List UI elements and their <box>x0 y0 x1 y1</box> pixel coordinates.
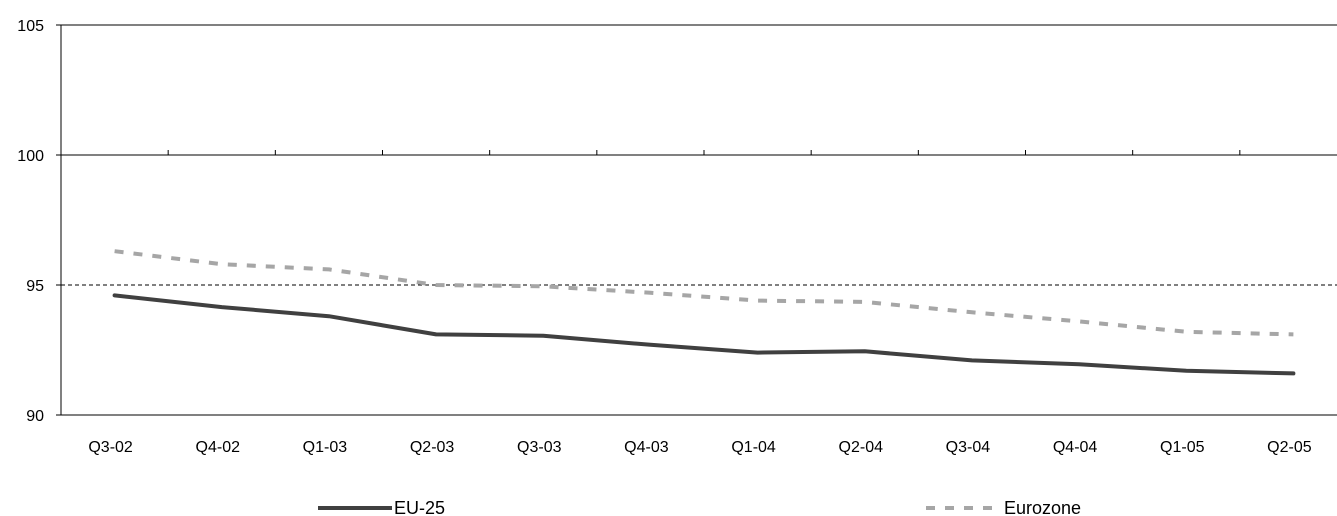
x-tick-label: Q1-04 <box>731 439 776 456</box>
x-tick-label: Q4-03 <box>624 439 669 456</box>
legend-label-eu-25: EU-25 <box>394 498 445 516</box>
series-layer <box>112 249 1296 376</box>
x-tick-label: Q3-02 <box>88 439 133 456</box>
plot-area <box>56 24 1337 416</box>
x-tick-label: Q2-04 <box>839 439 884 456</box>
series-line-eu-25 <box>112 293 1296 376</box>
x-axis-tick-labels: Q3-02 Q4-02 Q1-03 Q2-03 Q3-03 Q4-03 Q1-04 Q2-04… <box>88 439 1311 456</box>
legend: EU-25 Eurozone <box>318 498 1081 516</box>
y-tick-label: 95 <box>26 278 44 295</box>
x-tick-label: Q4-04 <box>1053 439 1098 456</box>
y-tick-label: 90 <box>26 408 44 425</box>
x-tick-label: Q3-03 <box>517 439 562 456</box>
x-tick-label: Q1-05 <box>1160 439 1205 456</box>
x-tick-label: Q3-04 <box>946 439 991 456</box>
y-tick-label: 105 <box>17 18 44 35</box>
series-line-eurozone <box>114 249 1294 337</box>
x-tick-label: Q1-03 <box>303 439 348 456</box>
x-tick-label: Q2-03 <box>410 439 455 456</box>
legend-label-eurozone: Eurozone <box>1004 498 1081 516</box>
y-tick-label: 100 <box>17 148 44 165</box>
y-axis-tick-labels: 90 95 100 105 <box>17 18 44 425</box>
x-tick-label: Q2-05 <box>1267 439 1312 456</box>
x-tick-label: Q4-02 <box>196 439 241 456</box>
